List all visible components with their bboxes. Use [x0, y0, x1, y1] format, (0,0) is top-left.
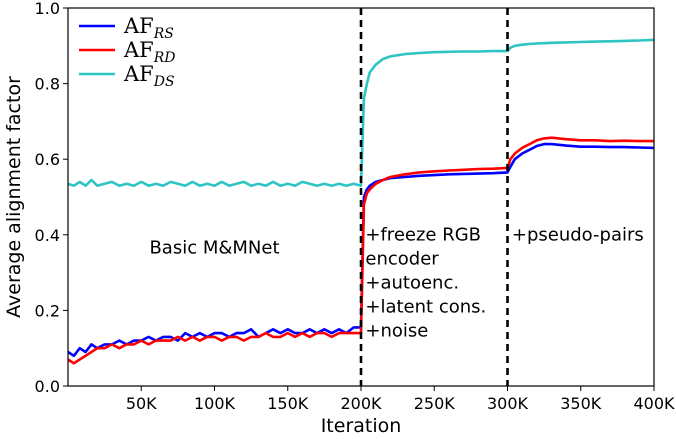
- phase-annotation-2: +latent cons.: [365, 296, 486, 317]
- y-tick-label: 1.0: [35, 0, 60, 18]
- y-axis-title: Average alignment factor: [3, 76, 25, 318]
- phase-annotation-1: Basic M&MNet: [149, 238, 279, 259]
- legend-label-ds: AFDS: [123, 62, 175, 90]
- series-layer: [67, 38, 655, 365]
- legend-label-rs: AFRS: [123, 14, 174, 42]
- x-tick-label: 300K: [487, 394, 529, 413]
- y-tick-label: 0.6: [35, 150, 60, 169]
- x-tick-label: 100K: [194, 394, 236, 413]
- phase-annotation-2: +freeze RGB: [365, 224, 481, 245]
- phase-annotation-2: +noise: [365, 320, 428, 341]
- x-tick-label: 50K: [126, 394, 157, 413]
- phase-annotation-3: +pseudo-pairs: [512, 224, 644, 245]
- x-tick-label: 250K: [414, 394, 456, 413]
- phase-annotation-2: encoder: [365, 248, 439, 269]
- x-tick-label: 350K: [560, 394, 602, 413]
- series-line-rd: [67, 136, 654, 365]
- x-tick-label: 400K: [633, 394, 675, 413]
- vline-layer: [359, 8, 509, 386]
- x-tick-label: 200K: [340, 394, 382, 413]
- y-tick-label: 0.8: [35, 75, 60, 94]
- x-ticks: 50K 100K 150K 200K 250K 300K 350K 400K: [126, 386, 675, 413]
- x-tick-label: 150K: [267, 394, 309, 413]
- y-tick-label: 0.0: [35, 377, 60, 396]
- series-line-rs: [67, 142, 655, 358]
- y-tick-label: 0.4: [35, 226, 60, 245]
- y-tick-label: 0.2: [35, 301, 60, 320]
- legend-label-rd: AFRD: [123, 38, 176, 66]
- phase-annotation-2: +autoenc.: [365, 272, 459, 293]
- y-ticks: 0.0 0.2 0.4 0.6 0.8 1.0: [35, 0, 68, 396]
- annotations: Basic M&MNet +freeze RGB encoder +autoenc. +…: [149, 224, 643, 341]
- series-line-ds: [67, 38, 655, 187]
- x-axis-title: Iteration: [321, 415, 402, 437]
